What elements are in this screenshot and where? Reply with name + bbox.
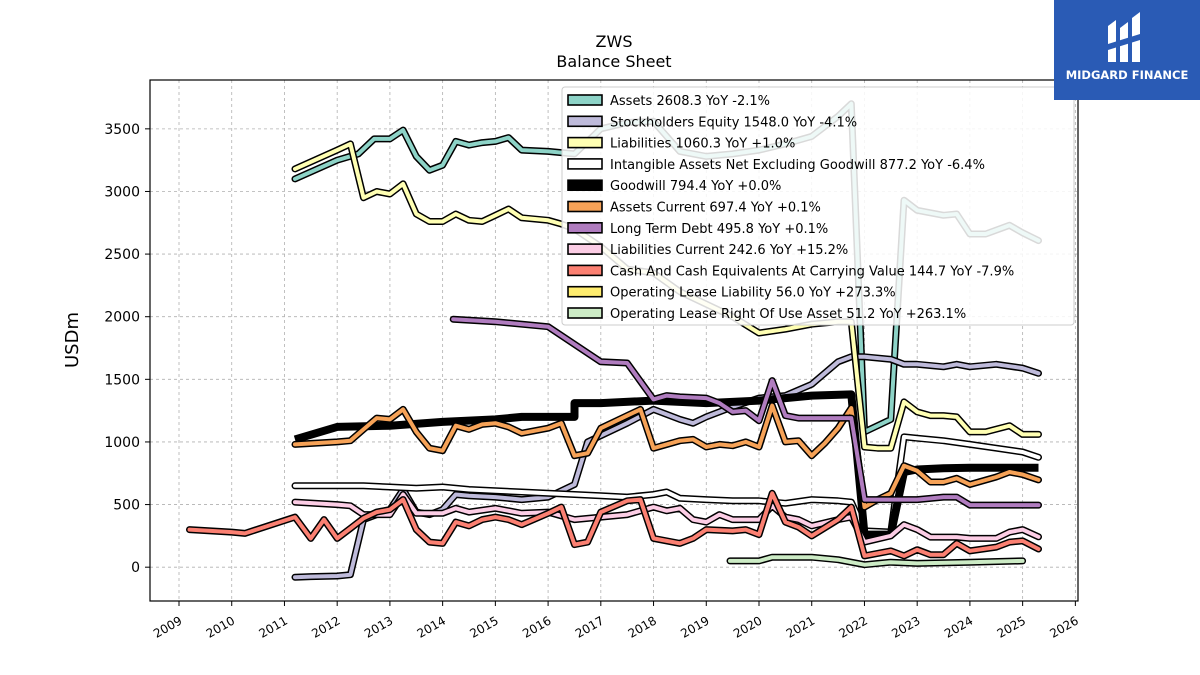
- legend-item: Operating Lease Right Of Use Asset 51.2 …: [567, 307, 966, 322]
- series-line: [726, 553, 1027, 569]
- x-tick-label: 2010: [204, 613, 237, 640]
- series-line: [186, 489, 1042, 560]
- plot-frame: [149, 79, 1079, 602]
- legend-swatch: [567, 222, 603, 234]
- legend-item: Liabilities Current 242.6 YoY +15.2%: [567, 243, 848, 258]
- legend-label: Assets Current 697.4 YoY +0.1%: [610, 201, 821, 216]
- legend-label: Assets 2608.3 YoY -2.1%: [610, 94, 770, 109]
- x-tick-label: 2012: [309, 613, 342, 640]
- series-line-path: [293, 403, 1041, 510]
- series-line-outline: [291, 433, 1042, 536]
- legend-item: Stockholders Equity 1548.0 YoY -4.1%: [567, 115, 857, 130]
- brand-logo: MIDGARD FINANCE: [1054, 0, 1200, 100]
- legend-label: Goodwill 794.4 YoY +0.0%: [610, 179, 781, 194]
- x-tick-label: 2014: [415, 613, 448, 640]
- x-tick-label: 2025: [995, 613, 1028, 640]
- x-tick-label: 2020: [731, 613, 764, 640]
- legend-label: Operating Lease Liability 56.0 YoY +273.…: [610, 286, 896, 301]
- series-line-path: [728, 555, 1025, 567]
- y-tick-label: 3000: [104, 184, 140, 200]
- x-tick-label: 2009: [151, 613, 184, 640]
- legend-label: Stockholders Equity 1548.0 YoY -4.1%: [610, 115, 857, 130]
- midgard-logo-icon: [1108, 12, 1140, 62]
- y-axis-label: USDm: [62, 312, 83, 368]
- legend-label: Cash And Cash Equivalents At Carrying Va…: [610, 264, 1014, 279]
- y-tick-label: 1000: [104, 435, 140, 451]
- legend-label: Liabilities Current 242.6 YoY +15.2%: [610, 243, 848, 258]
- series-line-path: [451, 317, 1041, 508]
- legend-item: Assets Current 697.4 YoY +0.1%: [567, 200, 821, 216]
- legend-label: Liabilities 1060.3 YoY +1.0%: [610, 137, 795, 152]
- series-line-path: [187, 491, 1041, 558]
- legend-item: Cash And Cash Equivalents At Carrying Va…: [567, 264, 1014, 279]
- series-line-path: [293, 434, 1041, 535]
- y-tick-label: 1500: [104, 372, 140, 388]
- legend-item: Assets 2608.3 YoY -2.1%: [567, 94, 770, 109]
- x-tick-label: 2023: [889, 613, 922, 640]
- x-tick-label: 2021: [784, 613, 817, 640]
- x-tick-label: 2013: [362, 613, 395, 640]
- series-line: [291, 491, 1042, 546]
- legend-swatch: [567, 136, 603, 149]
- legend-item: Liabilities 1060.3 YoY +1.0%: [567, 136, 795, 152]
- legend-swatch: [567, 285, 603, 298]
- y-tick-label: 0: [131, 560, 140, 576]
- x-tick-label: 2011: [257, 613, 290, 640]
- legend-item: Operating Lease Liability 56.0 YoY +273.…: [567, 285, 896, 301]
- series-line: [291, 402, 1042, 511]
- legend-swatch: [567, 179, 603, 191]
- brand-name: MIDGARD FINANCE: [1065, 68, 1189, 82]
- x-tick-label: 2022: [837, 613, 870, 640]
- legend-label: Long Term Debt 495.8 YoY +0.1%: [610, 222, 828, 237]
- y-tick-label: 3500: [104, 122, 140, 138]
- x-tick-label: 2018: [626, 613, 659, 640]
- series-line-path: [293, 492, 1041, 545]
- legend-label: Intangible Assets Net Excluding Goodwill…: [610, 158, 985, 173]
- legend-item: Goodwill 794.4 YoY +0.0%: [567, 179, 781, 194]
- chart-title: ZWS: [596, 32, 633, 51]
- x-tick-label: 2024: [942, 613, 975, 640]
- series-line: [449, 315, 1042, 509]
- y-tick-label: 500: [113, 498, 140, 514]
- x-tick-label: 2019: [678, 613, 711, 640]
- x-tick-label: 2017: [573, 613, 606, 640]
- x-tick-label: 2026: [1047, 613, 1080, 640]
- legend-swatch: [567, 158, 603, 170]
- legend-swatch: [567, 200, 603, 213]
- y-tick-label: 2500: [104, 247, 140, 263]
- legend-frame: [561, 86, 1075, 326]
- x-tick-label: 2016: [520, 613, 553, 640]
- legend-swatch: [567, 94, 603, 106]
- legend-swatch: [567, 264, 603, 277]
- legend: Assets 2608.3 YoY -2.1% Stockholders Equi…: [561, 86, 1075, 326]
- legend-item: Intangible Assets Net Excluding Goodwill…: [567, 158, 985, 173]
- series-line: [291, 433, 1042, 536]
- legend-item: Long Term Debt 495.8 YoY +0.1%: [567, 222, 828, 237]
- y-tick-label: 2000: [104, 310, 140, 326]
- x-tick-label: 2015: [467, 613, 500, 640]
- chart-subtitle: Balance Sheet: [556, 52, 671, 71]
- legend-swatch: [567, 243, 603, 255]
- legend-label: Operating Lease Right Of Use Asset 51.2 …: [610, 307, 966, 322]
- legend-swatch: [567, 115, 603, 128]
- legend-swatch: [567, 307, 603, 319]
